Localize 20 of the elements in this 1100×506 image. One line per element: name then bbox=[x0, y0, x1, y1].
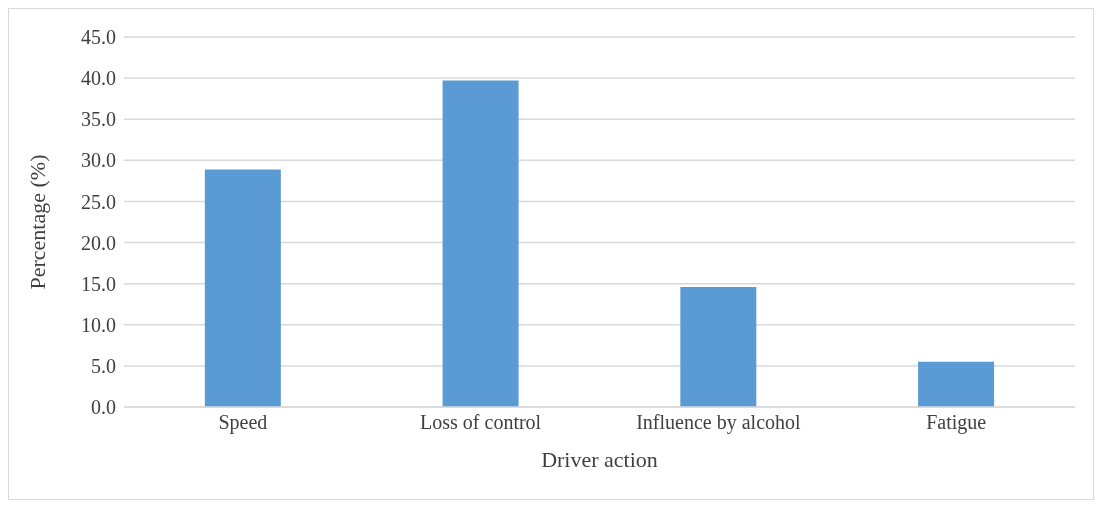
y-tick-label: 25.0 bbox=[81, 190, 116, 213]
bar bbox=[918, 361, 995, 407]
y-tick-label: 35.0 bbox=[81, 108, 116, 131]
bar bbox=[204, 169, 281, 407]
x-axis-title: Driver action bbox=[541, 447, 658, 472]
y-tick-label: 10.0 bbox=[81, 313, 116, 336]
bar bbox=[680, 286, 757, 407]
y-tick-label: 45.0 bbox=[81, 26, 116, 49]
y-tick-label: 0.0 bbox=[91, 396, 116, 419]
x-tick-label: Loss of control bbox=[420, 411, 542, 434]
x-tick-label: Influence by alcohol bbox=[636, 411, 802, 435]
y-tick-label: 5.0 bbox=[91, 354, 116, 377]
y-tick-label: 15.0 bbox=[81, 272, 116, 295]
y-tick-label: 20.0 bbox=[81, 231, 116, 254]
x-tick-label: Speed bbox=[218, 411, 268, 435]
bar bbox=[442, 80, 519, 407]
x-tick-label: Fatigue bbox=[926, 411, 987, 435]
y-axis-title: Percentage (%) bbox=[24, 154, 50, 290]
y-tick-label: 30.0 bbox=[81, 149, 116, 172]
y-tick-label: 40.0 bbox=[81, 67, 116, 90]
